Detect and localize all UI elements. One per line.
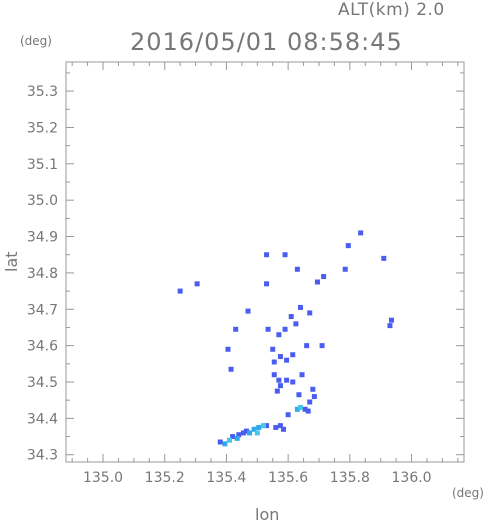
- echo-point: [311, 394, 317, 400]
- echo-point: [222, 441, 228, 447]
- echo-point: [264, 423, 270, 429]
- echo-point: [294, 406, 300, 412]
- echo-point: [260, 423, 266, 429]
- x-tick-label: 135.0: [83, 470, 123, 486]
- x-axis-label: lon: [255, 505, 280, 524]
- echo-point: [276, 377, 282, 383]
- y-tick-label: 34.9: [27, 230, 58, 246]
- echo-point: [388, 317, 394, 323]
- echo-point: [342, 266, 348, 272]
- echo-point: [227, 437, 233, 443]
- echo-point: [177, 288, 183, 294]
- echo-point: [284, 377, 290, 383]
- x-unit-label: (deg): [452, 486, 484, 500]
- echo-point: [274, 388, 280, 394]
- echo-point: [358, 230, 364, 236]
- echo-point: [256, 424, 262, 430]
- echo-point: [247, 430, 253, 436]
- echo-point: [281, 426, 287, 432]
- echo-point: [217, 439, 223, 445]
- y-tick-label: 35.3: [27, 84, 58, 100]
- echo-point: [307, 310, 313, 316]
- echo-point: [245, 308, 251, 314]
- echo-point: [277, 354, 283, 360]
- y-tick-label: 34.4: [27, 411, 58, 427]
- echo-point: [285, 412, 291, 418]
- echo-point: [264, 252, 270, 258]
- echo-point: [233, 326, 239, 332]
- echo-point: [270, 346, 276, 352]
- echo-point: [297, 304, 303, 310]
- echo-point: [194, 281, 200, 287]
- x-tick-label: 135.6: [268, 470, 308, 486]
- echo-point: [321, 274, 327, 280]
- echo-point: [387, 323, 393, 329]
- echo-point: [299, 372, 305, 378]
- y-tick-label: 34.3: [27, 448, 58, 464]
- chart-title-timestamp: 2016/05/01 08:58:45: [130, 28, 403, 56]
- echo-points: [177, 230, 394, 447]
- echo-point: [381, 255, 387, 261]
- y-tick-label: 34.7: [27, 302, 58, 318]
- echo-point: [290, 352, 296, 358]
- echo-point: [305, 408, 311, 414]
- echo-point: [254, 430, 260, 436]
- echo-point: [302, 406, 308, 412]
- echo-point: [277, 383, 283, 389]
- echo-point: [236, 432, 242, 438]
- echo-point: [293, 321, 299, 327]
- plot-frame: [65, 61, 465, 463]
- x-tick-label: 135.8: [330, 470, 370, 486]
- echo-point: [294, 266, 300, 272]
- echo-point: [264, 281, 270, 287]
- x-tick-label: 136.0: [392, 470, 432, 486]
- y-tick-label: 34.6: [27, 339, 58, 355]
- y-tick-label: 34.8: [27, 266, 58, 282]
- echo-point: [243, 428, 249, 434]
- x-tick-label: 135.2: [145, 470, 185, 486]
- axis-ticks: [66, 62, 464, 462]
- echo-point: [310, 386, 316, 392]
- y-tick-label: 35.1: [27, 157, 58, 173]
- echo-point: [251, 426, 257, 432]
- y-unit-label: (deg): [20, 34, 52, 48]
- echo-point: [290, 379, 296, 385]
- echo-point: [282, 252, 288, 258]
- echo-point: [314, 279, 320, 285]
- echo-point: [304, 343, 310, 349]
- echo-point: [319, 343, 325, 349]
- y-tick-label: 34.5: [27, 375, 58, 391]
- echo-point: [345, 243, 351, 249]
- echo-point: [240, 430, 246, 436]
- echo-point: [234, 435, 240, 441]
- echo-point: [296, 392, 302, 398]
- echo-point: [288, 314, 294, 320]
- echo-point: [265, 326, 271, 332]
- echo-point: [297, 404, 303, 410]
- x-tick-label: 135.4: [206, 470, 246, 486]
- y-tick-label: 35.0: [27, 193, 58, 209]
- y-tick-label: 35.2: [27, 120, 58, 136]
- echo-point: [277, 423, 283, 429]
- echo-point: [228, 366, 234, 372]
- echo-point: [271, 372, 277, 378]
- echo-point: [307, 399, 313, 405]
- echo-point: [225, 346, 231, 352]
- echo-point: [273, 424, 279, 430]
- echo-point: [230, 434, 236, 440]
- echo-point: [276, 332, 282, 338]
- echo-point: [282, 326, 288, 332]
- echo-point: [271, 359, 277, 365]
- tick-labels: 135.0 135.2 135.4 135.6 135.8 136.0 34.3 34.4 34…: [27, 84, 432, 486]
- altitude-label: ALT(km) 2.0: [338, 0, 445, 20]
- echo-point: [284, 357, 290, 363]
